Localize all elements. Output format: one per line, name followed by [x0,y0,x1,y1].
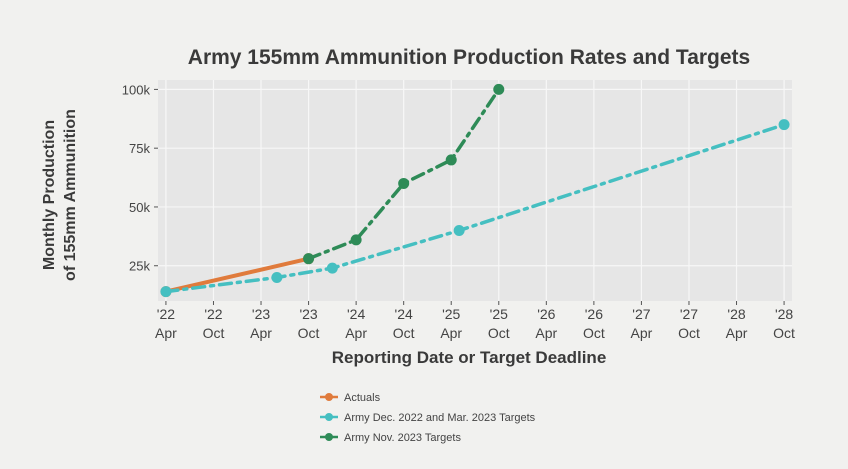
axes: 25k 50k 75k 100k '22 Apr '22 Oct '23 Apr '23 Oct '24… [122,82,795,341]
y-tick-label: 50k [129,200,150,215]
plot-area [158,80,792,301]
legend: Actuals Army Dec. 2022 and Mar. 2023 Targ… [320,392,536,444]
series [160,83,790,298]
x-tick-label-month: Oct [773,325,795,341]
x-tick-label-month: Apr [535,325,557,341]
data-point [398,177,410,189]
x-tick-label-month: Oct [678,325,700,341]
x-tick-label-year: '27 [632,306,650,322]
x-tick-label-year: '25 [490,306,508,322]
data-point [326,262,338,274]
y-axis-label-line-2: of 155mm Ammunition [62,109,79,281]
x-tick-label-month: Apr [155,325,177,341]
data-point [271,271,283,283]
legend-item: Army Dec. 2022 and Mar. 2023 Targets [320,412,536,424]
x-axis-label: Reporting Date or Target Deadline [332,348,607,367]
x-tick-label-year: '24 [347,306,365,322]
x-tick-label-month: Oct [583,325,605,341]
legend-label: Army Dec. 2022 and Mar. 2023 Targets [344,412,536,424]
x-tick-label-month: Apr [631,325,653,341]
x-tick-label-year: '24 [395,306,413,322]
x-tick-label-month: Apr [345,325,367,341]
x-tick-label-year: '25 [442,306,460,322]
chart-title: Army 155mm Ammunition Production Rates a… [188,46,750,69]
legend-swatch-marker [325,433,333,441]
grid [158,80,792,301]
x-tick-label-month: Apr [250,325,272,341]
y-tick-label: 25k [129,259,150,274]
x-tick-label-month: Apr [726,325,748,341]
legend-label: Actuals [344,392,381,404]
series-3 [303,83,505,265]
data-point [453,224,465,236]
data-point [493,83,505,95]
series-line [163,256,311,294]
legend-item: Actuals [320,392,381,404]
x-tick-label-year: '27 [680,306,698,322]
y-tick-label: 75k [129,141,150,156]
x-tick-label-month: Oct [393,325,415,341]
x-tick-label-year: '23 [299,306,317,322]
x-tick-label-year: '23 [252,306,270,322]
y-axis-label-line-1: Monthly Production [41,120,58,270]
legend-swatch-marker [325,413,333,421]
data-point [160,286,172,298]
data-point [303,253,315,265]
legend-label: Army Nov. 2023 Targets [344,432,461,444]
legend-swatch-marker [325,393,333,401]
x-tick-label-year: '28 [775,306,793,322]
x-tick-label-year: '26 [585,306,603,322]
legend-item: Army Nov. 2023 Targets [320,432,461,444]
x-tick-label-month: Oct [488,325,510,341]
y-tick-label: 100k [122,82,151,97]
x-tick-label-year: '28 [727,306,745,322]
x-tick-label-month: Oct [298,325,320,341]
x-tick-label-year: '22 [157,306,175,322]
series-2 [160,119,790,298]
x-tick-label-month: Apr [440,325,462,341]
data-point [350,234,362,246]
x-tick-label-year: '26 [537,306,555,322]
data-point [445,154,457,166]
x-tick-label-month: Oct [203,325,225,341]
data-point [778,119,790,131]
x-tick-label-year: '22 [204,306,222,322]
